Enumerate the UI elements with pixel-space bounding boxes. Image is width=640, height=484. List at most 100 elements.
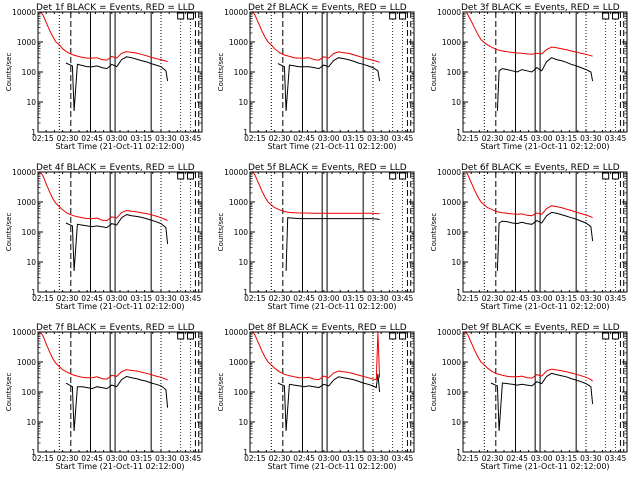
- x-tick-label: 03:30: [367, 134, 389, 143]
- x-tick-label: 03:00: [106, 454, 128, 463]
- plot-area: [38, 12, 200, 132]
- chart-title: Det 7f BLACK = Events, RED = LLD: [36, 323, 195, 333]
- y-tick-label: 1000: [17, 198, 36, 207]
- x-tick-label: 02:15: [32, 454, 54, 463]
- y-tick-label: 100: [447, 68, 462, 77]
- x-tick-label: 02:45: [81, 134, 103, 143]
- x-tick-label: 02:30: [482, 134, 504, 143]
- x-tick-label: 02:30: [57, 454, 79, 463]
- marker-box: [389, 172, 397, 180]
- y-tick-label: 10000: [12, 328, 36, 337]
- chart-title: Det 5f BLACK = Events, RED = LLD: [248, 163, 407, 173]
- y-axis-label: Counts/sec: [217, 53, 225, 92]
- marker-box: [612, 12, 620, 20]
- x-axis-label: Start Time (21-Oct-11 02:12:00): [55, 142, 184, 151]
- y-tick-label: 1000: [229, 198, 248, 207]
- x-tick-label: 02:45: [293, 454, 315, 463]
- series-line-events: [65, 375, 169, 432]
- series-line-events: [496, 211, 594, 272]
- panel-8: Det 8f BLACK = Events, RED = LLD 1 10 100 10…: [217, 323, 415, 471]
- axes-frame: [37, 331, 203, 453]
- chart-title: Det 1f BLACK = Events, RED = LLD: [36, 3, 195, 13]
- panel-3: Det 3f BLACK = Events, RED = LLD 1 10 100 10…: [430, 3, 628, 151]
- y-tick-label: 1000: [17, 358, 36, 367]
- y-tick-label: 100: [234, 68, 249, 77]
- y-axis-label: Counts/sec: [217, 373, 225, 412]
- y-axis-label: Counts/sec: [217, 213, 225, 252]
- chart-title: Det 9f BLACK = Events, RED = LLD: [461, 323, 620, 333]
- panel-2: Det 2f BLACK = Events, RED = LLD 1 10 100 10…: [217, 3, 415, 151]
- x-tick-label: 03:45: [180, 454, 202, 463]
- y-axis-label: Counts/sec: [5, 213, 13, 252]
- x-tick-label: 03:45: [180, 294, 202, 303]
- x-tick-label: 02:30: [482, 294, 504, 303]
- marker-box: [389, 12, 397, 20]
- plot-area: [38, 172, 200, 292]
- y-tick-label: 10000: [12, 8, 36, 17]
- plot-area: [250, 172, 412, 292]
- y-axis-label: Counts/sec: [430, 213, 438, 252]
- plot-area: [463, 12, 625, 132]
- y-axis-label: Counts/sec: [5, 373, 13, 412]
- x-tick-label: 03:15: [343, 294, 365, 303]
- y-tick-label: 10: [238, 418, 248, 427]
- marker-box: [177, 172, 185, 180]
- panel-5: Det 5f BLACK = Events, RED = LLD 1 10 100 10…: [217, 163, 415, 311]
- y-tick-label: 100: [447, 228, 462, 237]
- axes-frame: [462, 331, 628, 453]
- y-tick-label: 1000: [442, 198, 461, 207]
- series-line-lld: [250, 332, 381, 381]
- x-tick-label: 03:45: [605, 454, 627, 463]
- marker-box: [389, 332, 397, 340]
- x-tick-label: 02:15: [457, 454, 479, 463]
- series-line-lld: [250, 172, 380, 215]
- y-tick-label: 1: [243, 448, 248, 457]
- series-line-lld: [463, 12, 593, 57]
- y-tick-label: 10000: [224, 168, 248, 177]
- x-tick-label: 03:45: [392, 294, 414, 303]
- y-tick-label: 10: [451, 258, 461, 267]
- y-axis-label: Counts/sec: [5, 53, 13, 92]
- y-tick-label: 1000: [442, 38, 461, 47]
- y-tick-label: 100: [447, 388, 462, 397]
- x-tick-label: 02:45: [81, 294, 103, 303]
- x-tick-label: 03:00: [318, 454, 340, 463]
- x-tick-label: 02:15: [457, 294, 479, 303]
- x-tick-label: 02:15: [244, 294, 266, 303]
- series-line-events: [65, 214, 169, 272]
- y-tick-label: 10000: [12, 168, 36, 177]
- chart-title: Det 3f BLACK = Events, RED = LLD: [461, 3, 620, 13]
- plot-area: [250, 12, 412, 132]
- marker-box: [602, 332, 610, 340]
- axes-frame: [249, 331, 415, 453]
- x-axis-label: Start Time (21-Oct-11 02:12:00): [480, 462, 609, 471]
- x-tick-label: 02:30: [269, 454, 291, 463]
- x-tick-label: 03:00: [318, 294, 340, 303]
- y-tick-label: 1: [456, 448, 461, 457]
- series-line-events: [65, 56, 169, 112]
- x-tick-label: 02:15: [32, 294, 54, 303]
- marker-box: [612, 172, 620, 180]
- x-tick-label: 03:00: [106, 294, 128, 303]
- x-tick-label: 03:30: [580, 294, 602, 303]
- x-tick-label: 03:15: [131, 294, 153, 303]
- y-tick-label: 100: [22, 388, 37, 397]
- axes-frame: [249, 11, 415, 133]
- y-tick-label: 1000: [17, 38, 36, 47]
- marker-box: [187, 332, 195, 340]
- y-tick-label: 10000: [437, 168, 461, 177]
- x-tick-label: 03:45: [180, 134, 202, 143]
- series-line-lld: [38, 332, 168, 381]
- x-tick-label: 03:00: [531, 294, 553, 303]
- chart-title: Det 8f BLACK = Events, RED = LLD: [248, 323, 407, 333]
- marker-box: [399, 172, 407, 180]
- series-line-lld: [38, 172, 168, 222]
- plot-area: [463, 172, 625, 292]
- series-line-events: [496, 57, 594, 112]
- y-tick-label: 10: [238, 258, 248, 267]
- series-line-events: [277, 373, 381, 432]
- y-tick-label: 1: [31, 128, 36, 137]
- y-tick-label: 10000: [437, 328, 461, 337]
- x-tick-label: 02:45: [293, 134, 315, 143]
